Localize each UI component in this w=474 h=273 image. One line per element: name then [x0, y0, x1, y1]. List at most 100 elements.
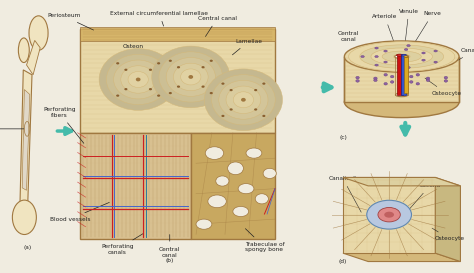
Polygon shape: [343, 253, 460, 262]
Text: External circumferential lamellae: External circumferential lamellae: [110, 11, 208, 26]
Ellipse shape: [434, 50, 438, 52]
Text: Central
canal: Central canal: [159, 235, 181, 257]
Ellipse shape: [18, 38, 29, 63]
Text: Trabeculae of
spongy bone: Trabeculae of spongy bone: [245, 229, 284, 253]
Ellipse shape: [404, 56, 408, 57]
Ellipse shape: [210, 92, 213, 94]
Ellipse shape: [384, 50, 387, 52]
Ellipse shape: [404, 49, 408, 51]
Ellipse shape: [395, 55, 409, 58]
Ellipse shape: [410, 81, 413, 83]
Ellipse shape: [361, 56, 365, 58]
Ellipse shape: [426, 79, 430, 82]
Ellipse shape: [219, 80, 268, 119]
Text: Medullary
cavity: Medullary cavity: [0, 123, 24, 134]
Ellipse shape: [263, 168, 276, 179]
Ellipse shape: [426, 77, 430, 80]
Ellipse shape: [221, 82, 225, 85]
Ellipse shape: [169, 60, 172, 62]
Text: Arteriole: Arteriole: [372, 14, 399, 55]
Ellipse shape: [378, 207, 401, 222]
Ellipse shape: [173, 63, 208, 91]
Text: Lacuna: Lacuna: [406, 183, 440, 213]
Ellipse shape: [345, 86, 459, 118]
Ellipse shape: [205, 147, 224, 159]
Ellipse shape: [211, 75, 275, 125]
Text: Lamellae: Lamellae: [232, 39, 262, 55]
Ellipse shape: [391, 81, 394, 83]
Ellipse shape: [106, 54, 170, 105]
Ellipse shape: [177, 66, 180, 68]
Ellipse shape: [196, 219, 212, 229]
Text: Osteon: Osteon: [122, 44, 144, 62]
Ellipse shape: [384, 212, 394, 218]
Ellipse shape: [393, 54, 410, 59]
Ellipse shape: [149, 69, 152, 71]
Ellipse shape: [416, 82, 419, 85]
Ellipse shape: [241, 98, 246, 102]
Ellipse shape: [255, 194, 268, 204]
Ellipse shape: [384, 73, 387, 76]
Ellipse shape: [201, 66, 205, 68]
Ellipse shape: [210, 60, 213, 62]
Ellipse shape: [204, 69, 283, 130]
Text: Osteocyte: Osteocyte: [425, 78, 462, 96]
Polygon shape: [27, 40, 40, 75]
Text: Venule: Venule: [399, 9, 419, 52]
Ellipse shape: [375, 64, 378, 66]
Ellipse shape: [262, 115, 265, 117]
Text: Canaliculi: Canaliculi: [329, 176, 361, 212]
Text: Canaliculi: Canaliculi: [449, 48, 474, 65]
Ellipse shape: [208, 195, 226, 208]
Polygon shape: [191, 133, 275, 239]
Ellipse shape: [157, 62, 160, 64]
Ellipse shape: [29, 16, 48, 50]
Polygon shape: [80, 133, 191, 239]
Ellipse shape: [374, 79, 377, 82]
Ellipse shape: [116, 62, 119, 64]
Ellipse shape: [177, 85, 180, 88]
FancyBboxPatch shape: [345, 57, 459, 102]
Text: (c): (c): [339, 135, 347, 140]
Ellipse shape: [229, 89, 233, 91]
Ellipse shape: [404, 63, 408, 65]
Ellipse shape: [422, 52, 425, 54]
Ellipse shape: [345, 41, 459, 72]
Ellipse shape: [384, 61, 387, 63]
Ellipse shape: [226, 86, 261, 114]
Ellipse shape: [116, 94, 119, 97]
Ellipse shape: [152, 46, 230, 108]
Ellipse shape: [228, 162, 244, 175]
Ellipse shape: [407, 44, 410, 47]
Ellipse shape: [384, 82, 387, 85]
Ellipse shape: [254, 108, 257, 111]
FancyBboxPatch shape: [397, 55, 403, 95]
Ellipse shape: [238, 183, 254, 194]
Text: (b): (b): [165, 258, 174, 263]
Ellipse shape: [401, 54, 406, 56]
Text: Osteocyte: Osteocyte: [432, 228, 465, 241]
Ellipse shape: [136, 78, 140, 81]
Text: Central canal: Central canal: [198, 16, 237, 37]
FancyBboxPatch shape: [80, 27, 275, 41]
Polygon shape: [343, 177, 460, 186]
Ellipse shape: [348, 42, 455, 72]
Ellipse shape: [181, 69, 201, 85]
FancyBboxPatch shape: [401, 55, 406, 95]
Ellipse shape: [375, 47, 378, 49]
Ellipse shape: [395, 93, 408, 97]
Ellipse shape: [444, 76, 447, 79]
Polygon shape: [435, 177, 460, 262]
Text: Central
canal: Central canal: [338, 31, 392, 58]
Ellipse shape: [382, 51, 421, 62]
Ellipse shape: [124, 88, 128, 90]
Ellipse shape: [233, 92, 254, 108]
Text: Perforating
canals: Perforating canals: [101, 233, 144, 255]
FancyBboxPatch shape: [404, 57, 408, 93]
Ellipse shape: [121, 66, 155, 93]
Ellipse shape: [124, 69, 128, 71]
Ellipse shape: [189, 75, 193, 79]
Ellipse shape: [422, 59, 425, 61]
Polygon shape: [22, 90, 30, 190]
Ellipse shape: [201, 85, 205, 88]
